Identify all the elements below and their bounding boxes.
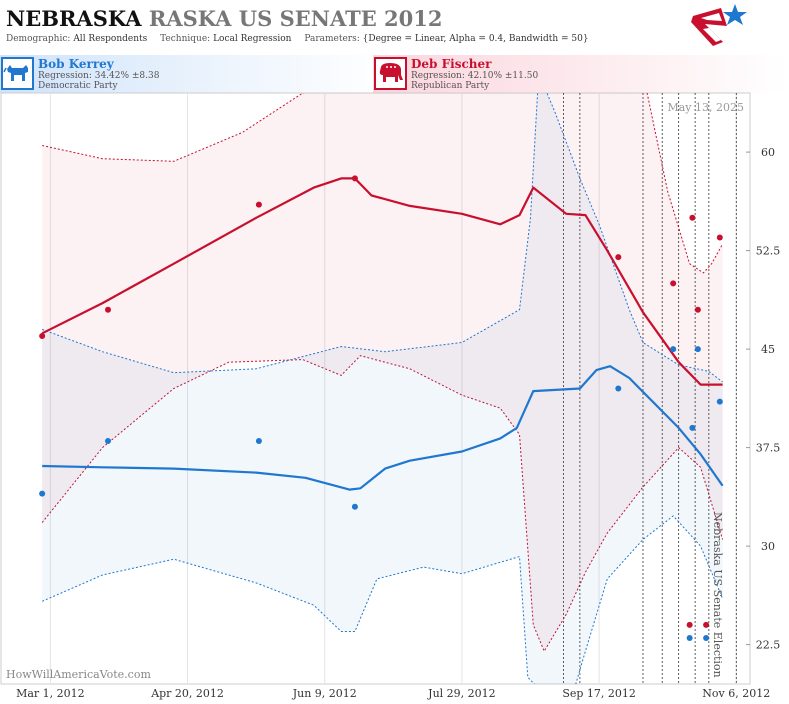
upper-bound-bob-kerrey <box>42 93 723 383</box>
watermark: HowWillAmericaVote.com <box>6 668 151 681</box>
x-tick-label: Apr 20, 2012 <box>150 687 224 700</box>
y-tick-label: 37.5 <box>756 442 781 455</box>
poll-point-bob-kerrey <box>689 424 696 431</box>
poll-point-bob-kerrey <box>39 490 46 497</box>
y-axis: 22.5 30 37.5 45 52.5 60 <box>746 146 781 652</box>
candidate-card-fischer: Deb Fischer Regression: 42.10% ±11.50 Re… <box>373 55 789 93</box>
site-logo-icon <box>691 4 747 46</box>
x-tick-label: Sep 17, 2012 <box>562 687 636 700</box>
poll-point-deb-fischer <box>686 621 693 628</box>
technique-value: Local Regression <box>213 34 292 44</box>
x-axis: Mar 1, 2012 Apr 20, 2012 Jun 9, 2012 Jul 29… <box>16 687 770 700</box>
y-tick-label: 30 <box>761 540 775 553</box>
poll-point-deb-fischer <box>255 201 262 208</box>
technique-label: Technique: <box>160 34 211 44</box>
lower-bound-deb-fischer <box>41 355 724 653</box>
poll-point-bob-kerrey <box>694 346 701 353</box>
candidate-name: Bob Kerrey <box>38 57 114 71</box>
poll-point-deb-fischer <box>39 332 46 339</box>
poll-point-bob-kerrey <box>686 635 693 642</box>
poll-point-bob-kerrey <box>105 438 111 445</box>
elephant-icon <box>374 57 407 90</box>
y-tick-label: 22.5 <box>756 639 781 652</box>
candidate-regression: Regression: 34.42% ±8.38 <box>38 71 160 81</box>
poll-point-deb-fischer <box>615 254 622 261</box>
donkey-icon <box>1 57 34 90</box>
poll-point-bob-kerrey <box>351 503 358 510</box>
plot-frame <box>0 92 751 685</box>
candidate-regression: Regression: 42.10% ±11.50 <box>411 71 539 81</box>
demographic-label: Demographic: <box>6 34 71 44</box>
candidate-party: Democratic Party <box>38 81 118 91</box>
y-tick-label: 60 <box>761 146 775 159</box>
regression-deb-fischer <box>41 177 723 386</box>
y-tick-label: 52.5 <box>756 245 781 258</box>
x-tick-label: Jun 9, 2012 <box>292 687 357 700</box>
poll-point-deb-fischer <box>703 621 710 628</box>
poll-point-bob-kerrey <box>716 398 723 405</box>
poll-point-deb-fischer <box>716 234 723 241</box>
parameters-bar: Demographic: All Respondents Technique: … <box>6 34 589 44</box>
poll-point-deb-fischer <box>351 175 358 182</box>
confidence-bands <box>41 93 724 684</box>
y-tick-label: 45 <box>761 343 775 356</box>
date-stamp: May 13, 2025 <box>667 101 744 114</box>
candidate-card-kerrey: Bob Kerrey Regression: 34.42% ±8.38 Demo… <box>0 55 390 93</box>
x-tick-label: Mar 1, 2012 <box>16 687 85 700</box>
poll-point-deb-fischer <box>689 214 696 221</box>
regression-lines <box>41 177 724 491</box>
band-deb-fischer <box>42 93 723 652</box>
lower-bound-bob-kerrey <box>42 515 724 684</box>
candidate-name: Deb Fischer <box>411 57 492 71</box>
poll-point-deb-fischer <box>670 280 677 287</box>
title-state: NEBRASKA <box>6 6 142 31</box>
poll-point-bob-kerrey <box>703 635 710 642</box>
poll-point-bob-kerrey <box>615 385 622 392</box>
poll-point-bob-kerrey <box>255 438 262 445</box>
poll-point-deb-fischer <box>694 306 701 313</box>
x-tick-label: Nov 6, 2012 <box>702 687 770 700</box>
upper-bound-deb-fischer <box>42 93 724 274</box>
title-race: RASKA US SENATE 2012 <box>148 6 443 31</box>
parameters-value: {Degree = Linear, Alpha = 0.4, Bandwidth… <box>362 34 589 44</box>
band-bob-kerrey <box>42 93 723 684</box>
x-tick-label: Jul 29, 2012 <box>427 687 496 700</box>
election-label: Nebraska US Senate Election <box>711 512 724 678</box>
poll-point-bob-kerrey <box>670 346 677 353</box>
candidate-party: Republican Party <box>411 81 490 91</box>
parameters-label: Parameters: <box>304 34 360 44</box>
regression-bob-kerrey <box>42 365 724 491</box>
poll-points <box>39 175 723 642</box>
poll-point-deb-fischer <box>105 306 111 313</box>
page-title: NEBRASKA RASKA US SENATE 2012 <box>6 6 443 31</box>
demographic-value: All Respondents <box>73 34 148 44</box>
